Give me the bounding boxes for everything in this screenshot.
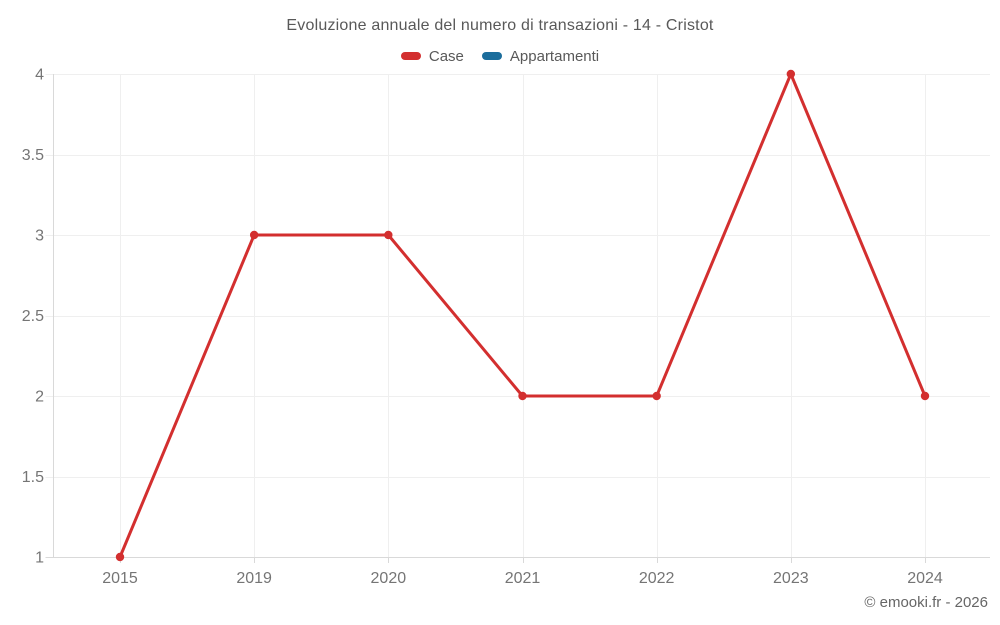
data-point-case-2015[interactable] [115,552,125,562]
legend-item-case[interactable]: Case [400,47,464,65]
x-axis-label: 2021 [505,570,541,587]
y-axis-label: 4 [35,67,44,84]
x-axis-label: 2022 [639,570,675,587]
y-axis-label: 3.5 [22,147,44,164]
data-point-case-2021[interactable] [518,391,527,401]
y-axis-label: 1.5 [22,469,44,486]
data-point-case-2024[interactable] [920,391,930,401]
x-axis-label: 2015 [102,570,138,587]
legend-label: Case [428,47,464,65]
y-axis-label: 2 [35,389,44,406]
chart-legend: Case Appartamenti [0,46,1000,66]
x-axis-label: 2023 [773,570,809,587]
copyright-text: © emooki.fr - 2026 [864,594,988,611]
x-axis-label: 2024 [907,570,943,587]
y-axis-label: 2.5 [22,308,44,325]
y-axis-label: 3 [35,228,44,245]
data-point-case-2023[interactable] [786,69,796,79]
legend-swatch-case [400,52,421,60]
x-axis-label: 2020 [371,570,407,587]
data-point-case-2019[interactable] [249,230,259,240]
x-axis-label: 2019 [236,570,272,587]
y-axis-label: 1 [35,550,44,567]
data-point-case-2020[interactable] [384,230,393,240]
data-point-case-2022[interactable] [652,391,661,401]
chart-title: Evoluzione annuale del numero di transaz… [286,17,714,34]
legend-label: Appartamenti [509,47,600,65]
legend-swatch-appartamenti [481,52,502,60]
series-line-case [118,72,927,559]
legend-item-appartamenti[interactable]: Appartamenti [481,47,600,65]
